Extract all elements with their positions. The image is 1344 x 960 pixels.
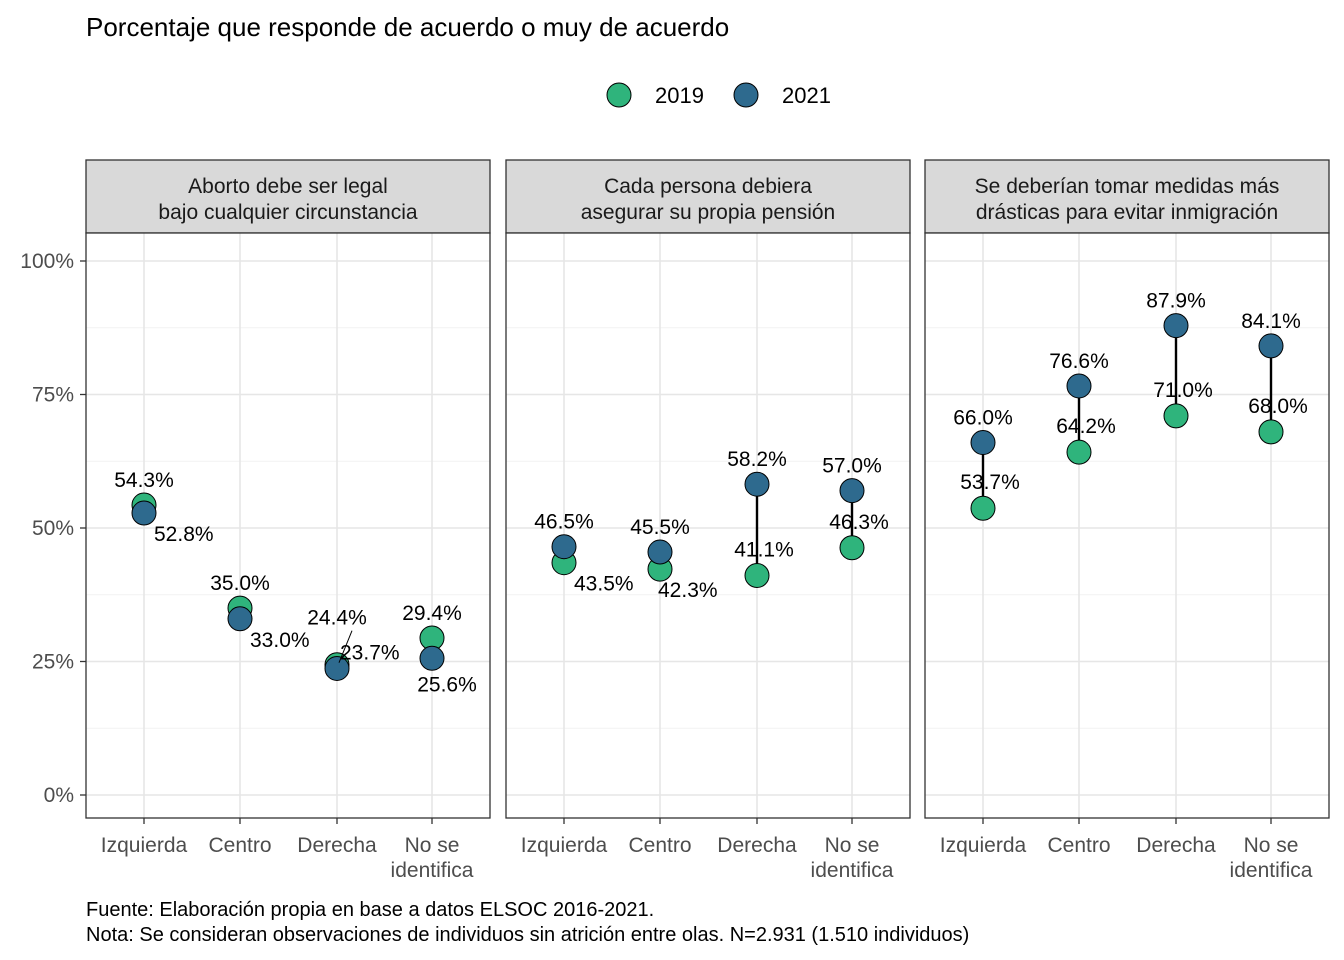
data-label-2019: 24.4% — [307, 607, 367, 630]
x-tick-label: No se — [405, 834, 460, 857]
data-label-2021: 87.9% — [1146, 290, 1206, 313]
x-tick-label: Derecha — [297, 834, 377, 857]
y-axis: 0% 25% 50% 75% 100% — [20, 250, 86, 807]
data-label-2021: 46.5% — [534, 511, 594, 534]
data-label-2021: 45.5% — [630, 516, 690, 539]
data-label-2019: 42.3% — [658, 579, 718, 602]
data-label-2019: 35.0% — [210, 572, 270, 595]
data-label-2019: 46.3% — [829, 511, 889, 534]
facet-panel-1: Aborto debe ser legal bajo cualquier circ… — [85, 159, 491, 882]
legend: 2019 2021 — [606, 82, 831, 108]
x-tick-label: Izquierda — [940, 834, 1027, 857]
data-label-2019: 68.0% — [1248, 395, 1308, 418]
x-tick-label: Centro — [1047, 834, 1110, 857]
point-2019 — [1258, 419, 1284, 445]
data-label-2021: 58.2% — [727, 448, 787, 471]
data-label-2021: 23.7% — [340, 641, 400, 664]
point-2021 — [227, 606, 253, 632]
chart-title: Porcentaje que responde de acuerdo o muy… — [86, 12, 729, 42]
facet-panels: Aborto debe ser legal bajo cualquier circ… — [20, 159, 1330, 882]
x-tick-label: Derecha — [1136, 834, 1216, 857]
data-label-2019: 71.0% — [1153, 379, 1213, 402]
point-2019 — [1163, 403, 1189, 429]
plot-background — [86, 233, 490, 818]
facet-strip — [85, 159, 491, 234]
legend-key-2021 — [733, 82, 759, 108]
y-tick-label: 75% — [32, 384, 74, 407]
point-2021 — [839, 478, 865, 504]
x-tick-label: Derecha — [717, 834, 797, 857]
data-label-2019: 41.1% — [734, 539, 794, 562]
point-2019 — [1066, 439, 1092, 465]
x-tick-label: No se — [825, 834, 880, 857]
caption-source: Fuente: Elaboración propia en base a dat… — [86, 899, 654, 921]
plot-background — [925, 233, 1329, 818]
data-label-2021: 33.0% — [250, 629, 310, 652]
label-leader-line — [338, 630, 353, 663]
point-2019 — [970, 495, 996, 521]
panel-border — [85, 232, 491, 819]
point-2021 — [324, 655, 350, 681]
facet-title-line: asegurar su propia pensión — [581, 201, 836, 224]
plot-background — [506, 233, 910, 818]
facet-panel-3: Se deberían tomar medidas más drásticas p… — [924, 159, 1330, 882]
point-2021 — [1258, 333, 1284, 359]
y-tick-label: 0% — [44, 784, 74, 807]
panel-border — [505, 232, 911, 819]
data-label-2021: 76.6% — [1049, 350, 1109, 373]
facet-title-line: drásticas para evitar inmigración — [976, 201, 1278, 224]
data-label-2019: 64.2% — [1056, 415, 1116, 438]
data-label-2021: 84.1% — [1241, 310, 1301, 333]
panel-border — [924, 232, 1330, 819]
point-2021 — [1163, 313, 1189, 339]
y-tick-label: 25% — [32, 651, 74, 674]
legend-label-2019: 2019 — [655, 83, 704, 108]
data-label-2019: 43.5% — [574, 573, 634, 596]
data-label-2021: 66.0% — [953, 407, 1013, 430]
facet-panel-2: Cada persona debiera asegurar su propia p… — [505, 159, 911, 882]
facet-title-line: bajo cualquier circunstancia — [158, 201, 417, 224]
data-label-2021: 52.8% — [154, 523, 214, 546]
x-tick-label: No se — [1244, 834, 1299, 857]
caption-note: Nota: Se consideran observaciones de ind… — [86, 924, 969, 946]
x-tick-label: Izquierda — [101, 834, 188, 857]
caption: Fuente: Elaboración propia en base a dat… — [86, 899, 969, 946]
point-2021 — [970, 430, 996, 456]
data-label-2019: 29.4% — [402, 602, 462, 625]
x-tick-label: Centro — [208, 834, 271, 857]
point-2021 — [551, 534, 577, 560]
point-2021 — [1066, 373, 1092, 399]
facet-title-line: Cada persona debiera — [604, 175, 812, 198]
point-2021 — [647, 539, 673, 565]
x-tick-label: identifica — [1230, 859, 1313, 882]
point-2019 — [839, 535, 865, 561]
data-label-2019: 54.3% — [114, 469, 174, 492]
legend-key-2019 — [606, 82, 632, 108]
point-2021 — [131, 500, 157, 526]
facet-strip — [924, 159, 1330, 234]
y-tick-label: 50% — [32, 517, 74, 540]
legend-label-2021: 2021 — [782, 83, 831, 108]
data-label-2021: 57.0% — [822, 455, 882, 478]
point-2021 — [419, 645, 445, 671]
y-tick-label: 100% — [20, 250, 74, 273]
data-label-2019: 53.7% — [960, 471, 1020, 494]
data-label-2021: 25.6% — [417, 673, 477, 696]
x-tick-label: identifica — [391, 859, 474, 882]
x-tick-label: identifica — [811, 859, 894, 882]
x-tick-label: Centro — [628, 834, 691, 857]
facet-title-line: Aborto debe ser legal — [188, 175, 388, 198]
point-2021 — [744, 471, 770, 497]
point-2019 — [744, 563, 770, 589]
facet-title-line: Se deberían tomar medidas más — [975, 175, 1280, 198]
x-tick-label: Izquierda — [521, 834, 608, 857]
